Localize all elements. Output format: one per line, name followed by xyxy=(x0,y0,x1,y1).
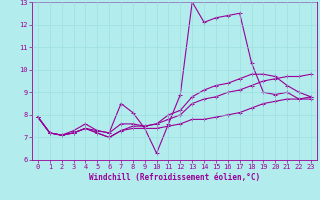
X-axis label: Windchill (Refroidissement éolien,°C): Windchill (Refroidissement éolien,°C) xyxy=(89,173,260,182)
